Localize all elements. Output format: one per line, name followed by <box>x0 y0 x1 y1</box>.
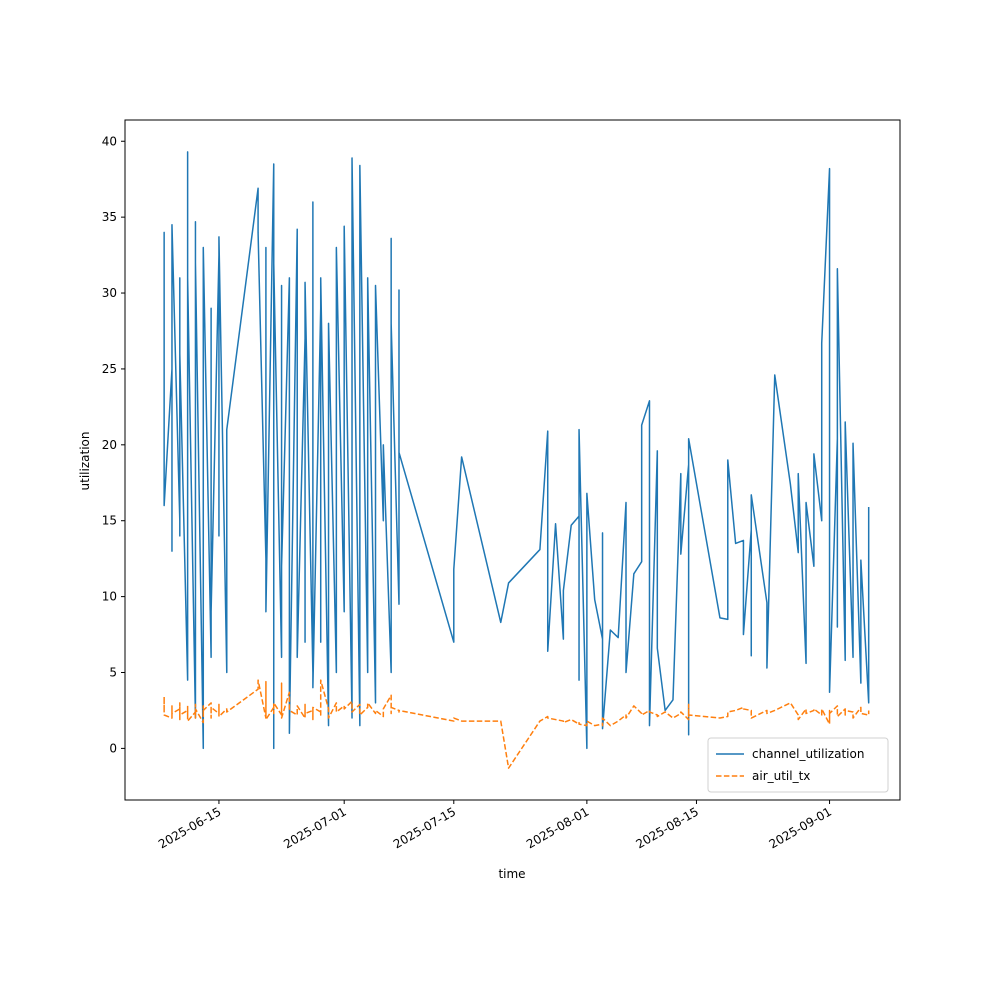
y-tick-label: 40 <box>102 134 117 148</box>
series-line <box>163 151 870 750</box>
y-tick-label: 25 <box>102 362 117 376</box>
y-axis-label: utilization <box>78 432 92 491</box>
x-axis-label: time <box>498 867 525 881</box>
legend-box <box>707 737 889 793</box>
plot-area <box>163 151 870 769</box>
y-tick-label: 15 <box>102 514 117 528</box>
y-tick-label: 5 <box>109 666 117 680</box>
series-line <box>163 679 870 769</box>
legend-label: air_util_tx <box>752 769 810 783</box>
y-tick-label: 30 <box>102 286 117 300</box>
y-tick-label: 20 <box>102 438 117 452</box>
legend-label: channel_utilization <box>752 747 864 761</box>
axes-frame <box>124 119 901 801</box>
y-tick-label: 10 <box>102 590 117 604</box>
y-tick-label: 35 <box>102 210 117 224</box>
y-tick-label: 0 <box>109 741 117 755</box>
